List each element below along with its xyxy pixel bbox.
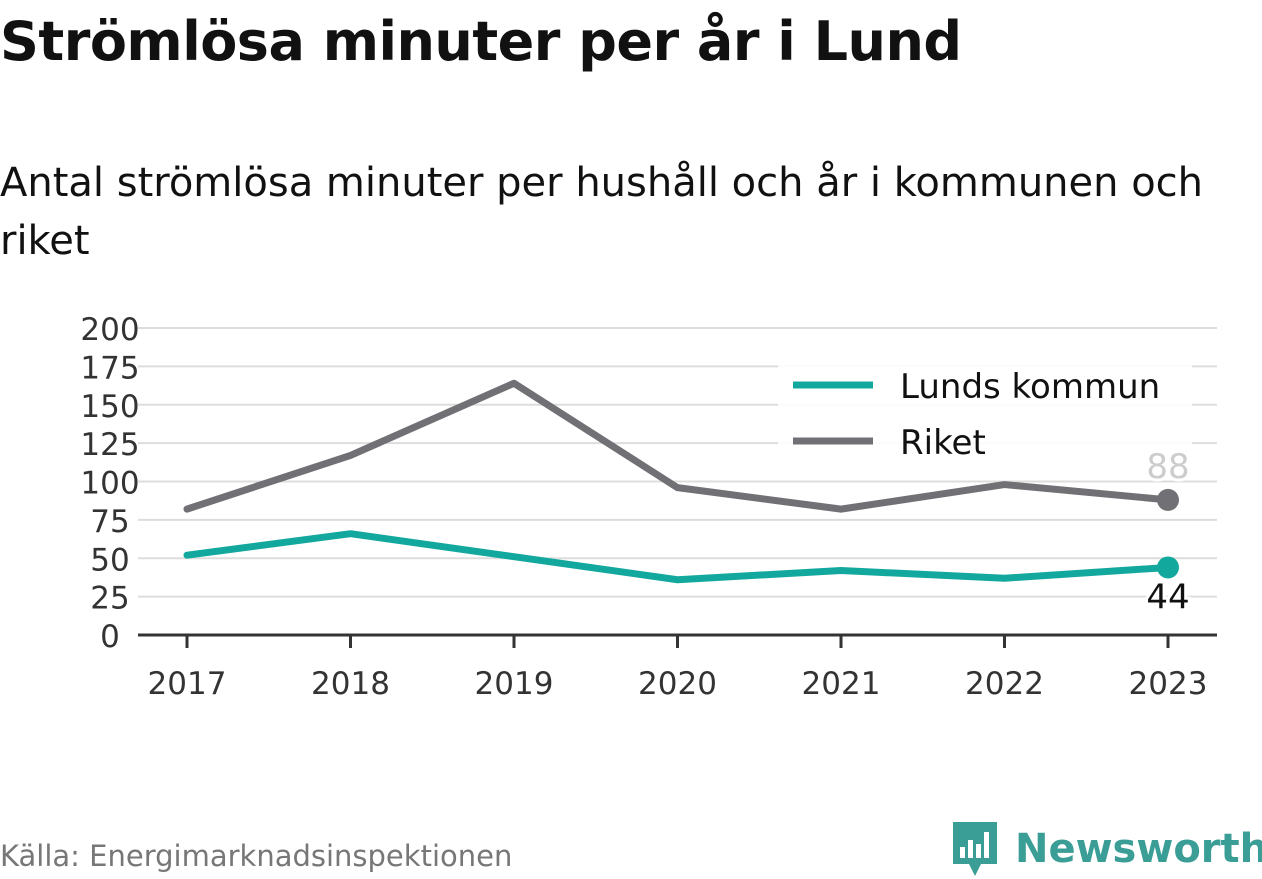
series-line-riket	[183, 379, 1172, 513]
series-line-lunds-kommun	[183, 530, 1172, 584]
y-tick-label: 175	[80, 350, 139, 386]
end-marker-riket	[1157, 488, 1179, 511]
y-tick-label: 100	[80, 466, 139, 502]
x-tick-label: 2020	[638, 666, 717, 702]
y-tick-label: 0	[100, 619, 120, 655]
newsworthy-logo-icon	[953, 822, 997, 876]
brand-name: Newsworthy	[1015, 826, 1262, 872]
y-tick-label: 200	[80, 312, 139, 348]
legend-background	[778, 360, 1192, 472]
x-tick-label: 2023	[1129, 666, 1208, 702]
end-label-lunds-kommun: 44	[1146, 577, 1189, 617]
y-tick-label: 150	[80, 389, 139, 425]
chart-title: Strömlösa minuter per år i Lund	[0, 10, 962, 73]
end-label-riket: 88	[1146, 447, 1189, 487]
legend-label-riket: Riket	[900, 423, 986, 463]
x-tick-label: 2019	[475, 666, 554, 702]
x-tick-label: 2021	[802, 666, 881, 702]
series-lines	[183, 379, 1179, 584]
legend: Lunds kommun Riket	[778, 360, 1192, 472]
chart-subtitle: Antal strömlösa minuter per hushåll och …	[0, 160, 1204, 264]
y-tick-label: 125	[80, 427, 139, 463]
x-tick-label: 2022	[965, 666, 1044, 702]
y-tick-label: 50	[90, 542, 129, 578]
x-tick-label: 2018	[311, 666, 390, 702]
brand-logo: Newsworthy	[951, 820, 1262, 878]
x-tick-label: 2017	[148, 666, 227, 702]
legend-label-lunds-kommun: Lunds kommun	[900, 367, 1160, 407]
end-marker-lunds-kommun	[1157, 556, 1179, 579]
source-note: Källa: Energimarknadsinspektionen	[0, 839, 513, 873]
y-tick-label: 75	[90, 504, 129, 540]
x-axis-ticks: 2017 2018 2019 2020 2021 2022 2023	[148, 635, 1208, 702]
y-tick-label: 25	[90, 581, 129, 617]
